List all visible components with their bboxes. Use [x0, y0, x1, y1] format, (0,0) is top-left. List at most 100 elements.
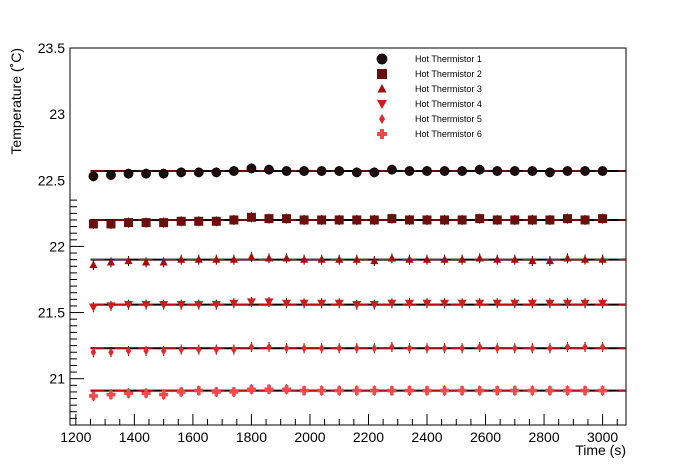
data-point	[264, 214, 274, 224]
data-point	[335, 255, 344, 263]
data-point	[141, 301, 151, 310]
data-point	[317, 255, 326, 263]
data-point	[494, 343, 500, 353]
data-point	[194, 255, 203, 263]
x-tick-label: 1200	[60, 429, 91, 445]
data-point	[562, 166, 573, 176]
data-point	[475, 214, 485, 224]
data-point	[318, 343, 325, 353]
data-point	[475, 299, 485, 308]
x-tick-label: 3000	[587, 429, 618, 445]
data-point	[352, 301, 362, 310]
data-point	[599, 342, 606, 352]
data-point	[404, 386, 414, 396]
x-tick-label: 2000	[294, 429, 325, 445]
data-point	[246, 163, 257, 174]
data-point	[212, 255, 221, 263]
legend-marker	[377, 129, 387, 139]
y-tick-label: 23	[49, 106, 65, 122]
y-tick-label: 21.5	[38, 305, 65, 321]
data-point	[211, 167, 222, 178]
data-point	[316, 166, 327, 176]
data-point	[580, 166, 590, 176]
series-5-markers	[90, 341, 606, 358]
data-point	[159, 301, 169, 310]
data-point	[580, 255, 590, 263]
data-markers	[88, 163, 608, 401]
data-point	[492, 299, 502, 308]
data-point	[354, 343, 360, 353]
data-point	[196, 345, 202, 355]
data-point	[299, 215, 309, 225]
data-point	[106, 390, 116, 400]
data-point	[475, 386, 485, 396]
data-point	[598, 255, 607, 263]
series-1-markers	[88, 163, 608, 182]
data-point	[194, 301, 204, 310]
data-point	[440, 215, 450, 225]
data-point	[334, 166, 345, 176]
data-point	[282, 253, 291, 262]
data-point	[598, 214, 608, 224]
data-point	[406, 343, 413, 353]
data-point	[176, 167, 187, 178]
y-tick-label: 23.5	[38, 40, 65, 56]
data-point	[299, 166, 310, 176]
data-point	[283, 343, 290, 353]
data-point	[457, 386, 467, 396]
data-point	[422, 166, 432, 176]
legend-marker	[376, 53, 388, 65]
data-point	[493, 255, 502, 263]
data-point	[422, 215, 432, 225]
legend-label: Hot Thermistor 1	[415, 54, 482, 64]
data-point	[422, 299, 432, 308]
data-point	[475, 253, 484, 262]
data-point	[317, 386, 327, 396]
data-point	[351, 167, 362, 178]
data-point	[264, 164, 274, 175]
legend-marker	[377, 100, 387, 109]
data-point	[492, 166, 503, 176]
data-point	[598, 386, 608, 396]
data-point	[176, 216, 186, 226]
data-point	[527, 386, 537, 396]
data-point	[439, 166, 450, 176]
data-point	[405, 255, 414, 263]
data-point	[389, 342, 395, 352]
data-point	[440, 386, 450, 396]
data-point	[547, 343, 553, 353]
data-point	[529, 343, 536, 353]
x-tick-label: 1800	[236, 429, 267, 445]
data-point	[510, 215, 520, 225]
data-point	[387, 299, 397, 308]
data-point	[317, 215, 327, 225]
data-point	[106, 219, 116, 229]
data-point	[527, 299, 537, 308]
data-point	[545, 256, 554, 265]
data-point	[562, 386, 572, 396]
data-point	[159, 257, 168, 266]
legend-label: Hot Thermistor 6	[415, 129, 482, 139]
data-point	[88, 219, 98, 229]
data-point	[334, 215, 344, 225]
data-point	[564, 342, 571, 352]
data-point	[597, 166, 608, 176]
data-point	[88, 391, 98, 401]
data-point	[492, 386, 502, 396]
y-tick-label: 22.5	[38, 172, 65, 188]
data-point	[422, 255, 432, 263]
data-point	[334, 386, 344, 396]
data-point	[334, 299, 344, 308]
data-point	[598, 299, 608, 308]
data-point	[299, 386, 309, 396]
data-point	[124, 256, 133, 265]
data-point	[159, 390, 169, 400]
data-point	[317, 299, 327, 308]
data-point	[193, 167, 204, 178]
data-point	[441, 343, 448, 353]
data-point	[510, 299, 520, 308]
y-tick-label: 21	[49, 371, 65, 387]
data-point	[371, 343, 378, 353]
x-tick-label: 1600	[177, 429, 208, 445]
